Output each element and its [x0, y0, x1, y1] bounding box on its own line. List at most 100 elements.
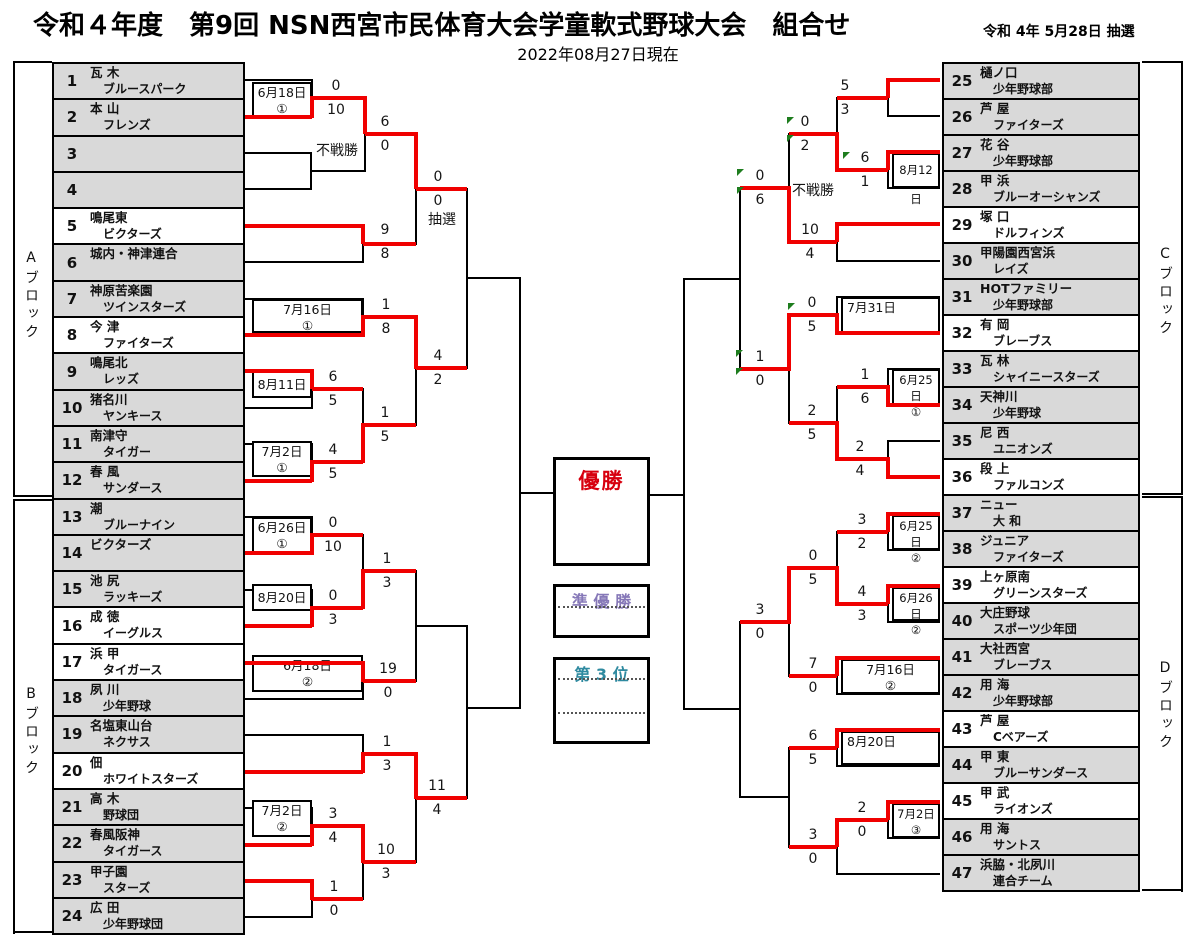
team-name: 樋ノ口 少年野球部: [980, 64, 1138, 98]
bracket-line: [836, 819, 838, 875]
team-cell: 36 段 上ファルコンズ: [944, 460, 1138, 496]
team-cell: 22 春風阪神 タイガース: [54, 826, 243, 863]
team-name-main: 甲子園: [90, 863, 128, 879]
match-date: 7月2日: [897, 807, 935, 821]
winner-path: [312, 533, 363, 537]
team-number: 36: [951, 468, 973, 486]
team-name: [90, 173, 243, 207]
winner-path: [888, 403, 940, 407]
bracket-line: [684, 708, 740, 710]
winner-path: [789, 746, 837, 750]
score-bottom: 0: [808, 680, 818, 696]
match-date: 7月16日: [866, 662, 915, 677]
score-top: 2: [855, 439, 865, 455]
winner-path: [245, 224, 363, 228]
team-table-left: 1 瓦 木ブルースパーク 2 本 山フレンズ 3 4 5 鳴尾東 ビクターズ 6 城内・神…: [52, 62, 245, 935]
score-bottom: 2: [433, 372, 443, 388]
team-name: 芦 屋ファイターズ: [980, 100, 1138, 134]
score-top: 1: [381, 297, 391, 313]
score-bottom: 4: [432, 802, 442, 818]
bracket-line: [888, 837, 940, 839]
team-cell: 21 高 木野球団: [54, 789, 243, 827]
bracket-line: [245, 407, 312, 409]
score-bottom: 4: [855, 463, 865, 479]
team-cell: 46 用 海サントス: [944, 820, 1138, 856]
winner-path: [789, 845, 837, 849]
score-top: 0: [433, 169, 443, 185]
team-name-main: 南津守: [90, 427, 128, 443]
team-name-sub: サンダース: [103, 481, 163, 496]
team-name: 用 海サントス: [980, 820, 1138, 854]
team-cell: 43 芦 屋 Cベアーズ: [944, 712, 1138, 748]
winner-path: [837, 168, 888, 172]
team-name-sub: ヤンキース: [103, 408, 163, 423]
team-number: 37: [951, 504, 973, 522]
team-name-main: HOTファミリー: [980, 281, 1073, 296]
team-name: [90, 137, 243, 171]
team-name-sub: フレンズ: [103, 118, 151, 133]
team-name-sub: ツインスターズ: [103, 299, 187, 314]
bracket-line: [739, 187, 741, 370]
bracket-line: [887, 513, 889, 551]
match-date-box: 8月20日: [252, 584, 312, 611]
score-bottom: 1: [860, 174, 870, 190]
team-number: 34: [951, 396, 973, 414]
bracket-line: [837, 693, 940, 695]
team-cell: 35 尼 西ユニオンズ: [944, 424, 1138, 460]
team-number: 7: [66, 289, 78, 308]
match-date-box: 7月16日 ①: [252, 299, 363, 333]
bracket-line: [837, 765, 940, 767]
team-name: 広 田少年野球団: [90, 899, 243, 933]
team-number: 22: [61, 834, 83, 853]
team-cell: 42 用 海少年野球部: [944, 676, 1138, 712]
winner-path: [837, 530, 888, 534]
comment-marker-icon: [737, 187, 744, 194]
winner-path: [363, 569, 416, 573]
team-number: 31: [951, 288, 973, 306]
team-cell: 14 ビクターズ: [54, 535, 243, 573]
winner-path: [886, 385, 890, 407]
winner-path: [245, 661, 363, 665]
team-name: 成 徳イーグルス: [90, 608, 243, 642]
bracket-line: [650, 494, 684, 496]
team-name-sub: レッズ: [103, 372, 140, 387]
team-number: 24: [61, 906, 83, 925]
bracket-line: [245, 916, 312, 918]
team-name-sub: グリーンスターズ: [993, 586, 1088, 600]
team-name-sub: スポーツ少年団: [993, 622, 1077, 636]
team-name-sub: 連合チーム: [993, 874, 1053, 888]
score-top: 6: [328, 369, 338, 385]
draw-date: 令和 4年 5月28日 抽選: [983, 24, 1135, 40]
bracket-line: [887, 79, 889, 117]
winner-path: [310, 460, 314, 482]
score-top: 6: [380, 114, 390, 130]
team-number: 32: [951, 324, 973, 342]
winner-path: [835, 566, 839, 606]
team-name: 潮ブルーナイン: [90, 500, 243, 534]
team-name-sub: タイガース: [103, 844, 163, 859]
score-bottom: 5: [380, 429, 390, 445]
team-name-main: 城内・神津連合: [90, 246, 178, 262]
winner-path: [416, 366, 467, 370]
team-name: 大庄野球 スポーツ少年団: [980, 604, 1138, 638]
team-number: 8: [66, 326, 78, 345]
team-cell: 23 甲子園 スターズ: [54, 862, 243, 899]
block-bracket: [1142, 493, 1183, 495]
third-place-box: 第 3 位: [553, 657, 650, 744]
team-name-main: 用 海: [980, 821, 1010, 836]
team-name-main: 塚 口: [980, 209, 1010, 224]
score-top: 1: [329, 879, 339, 895]
team-number: 25: [951, 72, 973, 90]
team-number: 14: [61, 544, 83, 562]
team-name-main: 今 津: [90, 319, 120, 335]
team-number: 3: [66, 144, 78, 163]
block-bracket: [1181, 496, 1183, 892]
match-date: 6月25日: [899, 519, 933, 549]
page-title: 令和４年度 第9回 NSN西宮市民体育大会学童軟式野球大会 組合せ: [33, 11, 851, 41]
team-number: 21: [61, 798, 83, 817]
team-number: 30: [951, 252, 973, 270]
team-name: 甲 浜ブルーオーシャンズ: [980, 172, 1138, 206]
bracket-line: [836, 657, 838, 695]
team-name: ニュー大 和: [980, 496, 1138, 530]
team-name-sub: サントス: [993, 838, 1042, 852]
